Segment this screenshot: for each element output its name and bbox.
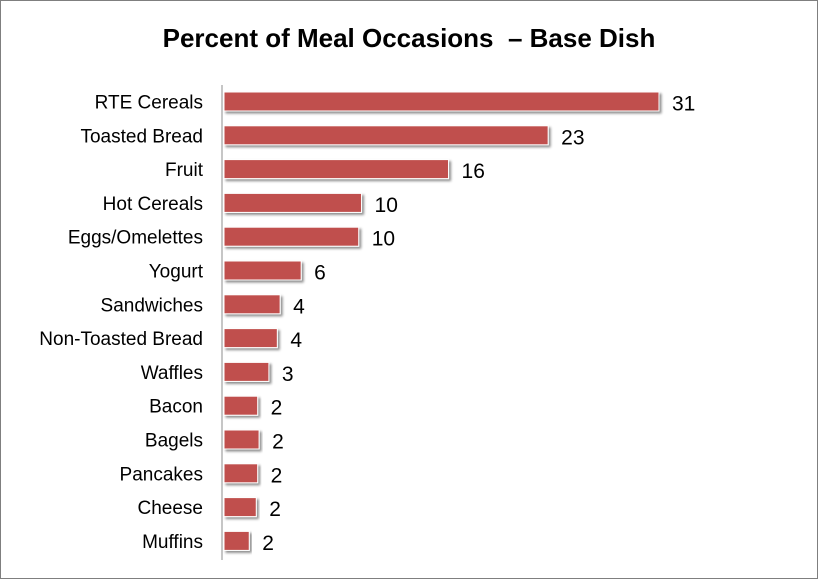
bar-fruit [223, 159, 450, 180]
category-label: Muffins [142, 532, 203, 553]
value-label: 10 [375, 194, 398, 217]
value-label: 23 [561, 126, 584, 149]
bar-pancakes [223, 463, 259, 484]
bar-non-toasted-bread [223, 328, 278, 349]
category-label: Fruit [165, 160, 204, 181]
bar-waffles [223, 361, 270, 382]
value-label: 2 [269, 498, 281, 521]
value-label: 6 [314, 262, 326, 285]
value-label: 2 [271, 464, 283, 487]
category-label: Eggs/Omelettes [68, 228, 203, 249]
value-label: 4 [290, 329, 302, 352]
category-label: Hot Cereals [103, 194, 203, 215]
category-label: Sandwiches [101, 295, 203, 316]
bar-bagels [223, 429, 260, 450]
category-label: Bacon [149, 397, 203, 418]
category-label: Pancakes [120, 464, 203, 485]
value-label: 31 [672, 93, 695, 116]
bar-bacon [223, 395, 259, 416]
bar-toasted-bread [223, 125, 549, 146]
category-label: Non-Toasted Bread [39, 329, 203, 350]
value-label: 2 [271, 397, 283, 420]
value-label: 3 [282, 363, 294, 386]
category-label: Toasted Bread [80, 126, 203, 147]
category-label: Cheese [138, 498, 204, 519]
value-label: 16 [462, 160, 485, 183]
value-label: 2 [262, 532, 274, 555]
value-label: 4 [293, 295, 305, 318]
bar-sandwiches [223, 294, 281, 315]
chart-title: Percent of Meal Occasions – Base Dish [162, 23, 656, 53]
bar-hot-cereals [223, 192, 363, 213]
category-label: RTE Cereals [95, 93, 203, 114]
value-label: 10 [372, 228, 395, 251]
bar-rte-cereals [223, 91, 660, 112]
bar-yogurt [223, 260, 302, 281]
bar-muffins [223, 530, 250, 551]
category-label: Bagels [145, 431, 203, 452]
bar-cheese [223, 497, 257, 518]
category-label: Yogurt [149, 262, 204, 283]
bar-eggs-omelettes [223, 226, 360, 247]
category-label: Waffles [141, 363, 203, 384]
value-label: 2 [272, 431, 284, 454]
